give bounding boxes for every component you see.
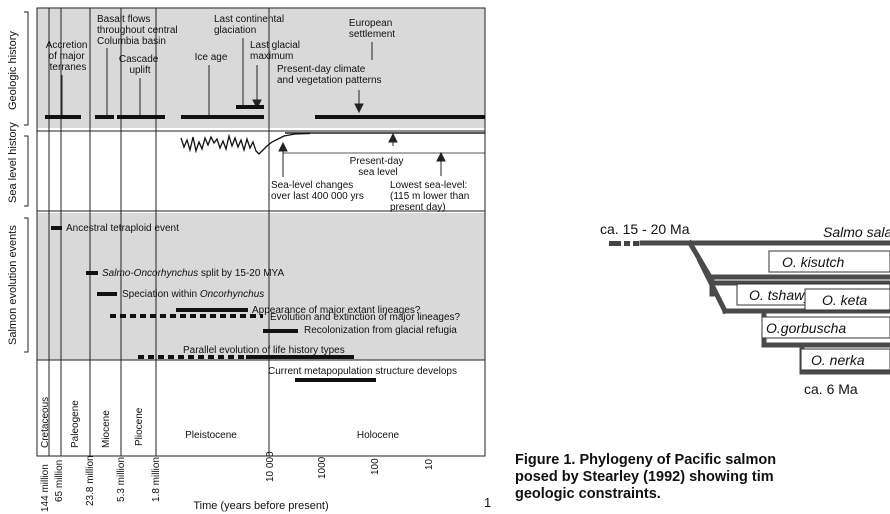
x-axis-label: Time (years before present) xyxy=(193,500,328,512)
salmon-event-4: Appearance of major extant lineages? xyxy=(252,305,421,316)
annotation-present-day-sea: Present-day sea level xyxy=(350,156,407,178)
section-label-salmon: Salmon evolution events xyxy=(7,225,19,345)
page-number: 1 xyxy=(484,495,492,510)
epoch-holocene: Holocene xyxy=(357,430,400,441)
section-label-geologic: Geologic history xyxy=(7,31,19,110)
species-box-kisutch xyxy=(768,250,890,273)
figure-frame xyxy=(36,7,486,457)
species-o-keta: O. keta xyxy=(822,292,867,308)
salmon-event-1: Salmo-Oncorhynchus split by 15-20 MYA xyxy=(102,268,284,279)
epoch-miocene: Miocene xyxy=(101,410,112,448)
salmon-event-6: Parallel evolution of life history types xyxy=(183,345,345,356)
epoch-paleogene: Paleogene xyxy=(70,400,81,448)
tick-5-3m: 5.3 million xyxy=(116,457,127,502)
tick-10000: 10 000 xyxy=(265,451,276,482)
left-figure: Geologic history Sea level history Salmo… xyxy=(7,7,486,512)
species-o-kisutch: O. kisutch xyxy=(782,254,844,270)
species-o-nerka: O. nerka xyxy=(811,352,865,368)
salmon-event-3: Evolution and extinction of major lineag… xyxy=(270,312,461,323)
salmon-event-0: Ancestral tetraploid event xyxy=(66,223,179,234)
annotation-european: European settlement xyxy=(349,18,395,40)
salmon-event-2: Speciation within Oncorhynchus xyxy=(122,289,264,300)
figure-caption: Figure 1. Phylogeny of Pacific salmon po… xyxy=(515,452,890,503)
caption-line: posed by Stearley (1992) showing tim xyxy=(515,469,774,485)
annotation-sea-level-changes: Sea-level changes over last 400 000 yrs xyxy=(271,180,364,202)
annotation-present-climate: Present-day climate and vegetation patte… xyxy=(277,64,382,86)
annotation-last-continental: Last continental glaciation xyxy=(214,14,287,36)
species-box-nerka xyxy=(800,348,890,371)
species-box-keta xyxy=(804,288,890,311)
tick-10: 10 xyxy=(424,458,435,470)
species-box-gorbuscha xyxy=(761,316,890,339)
salmon-panel xyxy=(37,213,485,360)
phylogeny-top-label: ca. 15 - 20 Ma xyxy=(600,221,690,237)
annotation-lowest-sea: Lowest sea-level: (115 m lower than pres… xyxy=(390,180,472,213)
salmon-event-bars xyxy=(51,226,376,382)
annotation-last-glacial: Last glacial maximum xyxy=(250,40,303,62)
tick-65m: 65 million xyxy=(54,460,65,502)
section-label-sea-level: Sea level history xyxy=(7,122,19,203)
tick-23-8m: 23.8 million xyxy=(85,455,96,506)
epoch-cretaceous: Cretaceous xyxy=(40,397,51,448)
salmon-event-7: Current metapopulation structure develop… xyxy=(268,366,457,377)
species-o-gorbuscha: O.gorbuscha xyxy=(766,320,846,336)
tick-144m: 144 million xyxy=(40,464,51,512)
annotation-accretion: Accretion of major terranes xyxy=(46,40,90,73)
species-salmo-salar: Salmo salar xyxy=(823,224,890,240)
phylogeny-tree: ca. 15 - 20 Ma Salmo salar O. kisutch O.… xyxy=(600,221,890,397)
phylogeny-bottom-label: ca. 6 Ma xyxy=(804,381,858,397)
tick-100: 100 xyxy=(370,458,381,475)
annotation-cascade: Cascade uplift xyxy=(119,54,161,76)
sea-level-curve xyxy=(180,132,311,155)
annotation-ice-age: Ice age xyxy=(195,52,228,63)
tick-1-8m: 1.8 million xyxy=(151,457,162,502)
caption-line: geologic constraints. xyxy=(515,486,661,502)
epoch-pleistocene: Pleistocene xyxy=(185,430,237,441)
annotation-basalt: Basalt flows throughout central Columbia… xyxy=(97,14,180,47)
salmon-event-5: Recolonization from glacial refugia xyxy=(304,325,457,336)
tick-1000: 1000 xyxy=(317,456,328,479)
caption-line: Figure 1. Phylogeny of Pacific salmon xyxy=(515,452,777,468)
epoch-pliocene: Pliocene xyxy=(134,407,145,446)
